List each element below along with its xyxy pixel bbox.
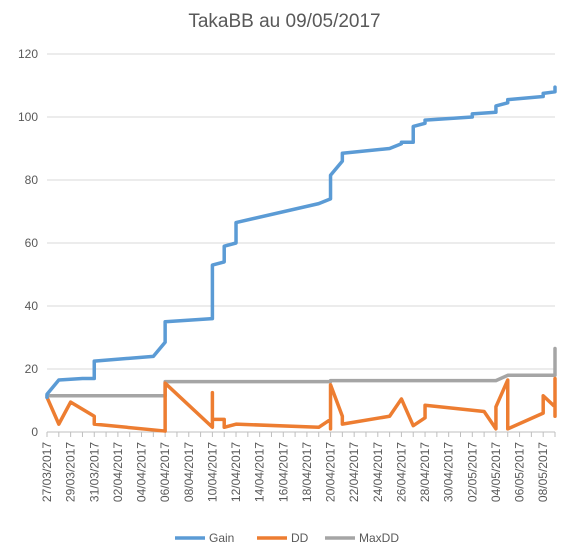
x-tick-label: 24/04/2017 [371,442,385,502]
x-tick-label: 18/04/2017 [300,442,314,502]
x-tick-label: 10/04/2017 [205,442,219,502]
series-line-maxdd [45,346,557,398]
y-tick-label: 100 [18,110,38,124]
x-tick-label: 02/04/2017 [111,442,125,502]
legend-label-gain: Gain [209,531,234,545]
y-axis: 0 20 40 60 80 100 120 [18,47,38,439]
x-axis: 27/03/2017 29/03/2017 31/03/2017 02/04/2017… [40,431,556,502]
x-tick-label: 02/05/2017 [465,442,479,502]
x-tick-label: 16/04/2017 [276,442,290,502]
x-tick-label: 08/04/2017 [182,442,196,502]
x-tick-label: 29/03/2017 [64,442,78,502]
x-tick-label: 27/03/2017 [40,442,54,502]
series-lines [45,85,557,433]
series-line-dd [45,376,557,433]
series-line-gain [45,85,557,400]
x-tick-label: 30/04/2017 [442,442,456,502]
x-tick-label: 08/05/2017 [536,442,550,502]
y-tick-label: 0 [31,425,38,439]
x-tick-label: 22/04/2017 [347,442,361,502]
y-tick-label: 20 [25,362,39,376]
x-tick-label: 14/04/2017 [253,442,267,502]
x-tick-label: 04/05/2017 [489,442,503,502]
y-tick-label: 120 [18,47,38,61]
x-tick-label: 06/04/2017 [158,442,172,502]
y-tick-label: 40 [25,299,39,313]
x-tick-label: 31/03/2017 [87,442,101,502]
x-tick-label: 20/04/2017 [324,442,338,502]
chart-title: TakaBB au 09/05/2017 [188,11,380,32]
legend-label-dd: DD [291,531,309,545]
x-tick-label: 12/04/2017 [229,442,243,502]
legend: Gain DD MaxDD [175,531,399,545]
legend-label-maxdd: MaxDD [359,531,399,545]
x-tick-label: 28/04/2017 [418,442,432,502]
x-tick-label: 26/04/2017 [394,442,408,502]
y-tick-label: 60 [25,236,39,250]
gridlines [47,53,555,370]
x-tick-label: 06/05/2017 [513,442,527,502]
y-tick-label: 80 [25,173,39,187]
x-tick-label: 04/04/2017 [135,442,149,502]
